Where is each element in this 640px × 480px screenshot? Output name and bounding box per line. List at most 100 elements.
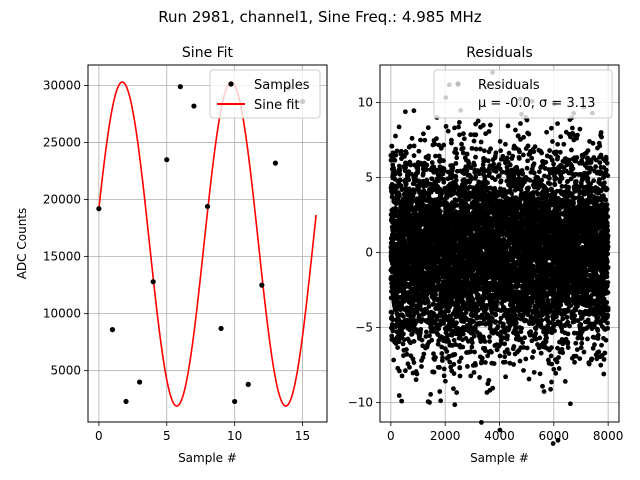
residual-point <box>396 393 402 398</box>
residual-point <box>400 331 406 337</box>
residual-point <box>520 171 526 177</box>
sine-fit-axes-frame <box>87 64 328 423</box>
residual-point <box>411 108 417 114</box>
residual-point <box>441 321 447 326</box>
residual-point <box>471 370 477 375</box>
sample-point <box>259 282 265 288</box>
residual-point <box>471 138 477 144</box>
residual-point <box>391 167 397 173</box>
residual-point <box>397 167 403 173</box>
residual-point <box>452 352 458 357</box>
sample-point <box>164 157 170 163</box>
residual-point <box>483 360 488 365</box>
residual-point <box>498 178 504 184</box>
residual-point <box>520 340 526 346</box>
residual-point <box>519 325 524 331</box>
residual-point <box>419 364 424 369</box>
residual-point <box>437 389 443 394</box>
residual-point <box>454 320 459 326</box>
residual-point <box>457 373 463 379</box>
residual-point <box>473 362 478 368</box>
residual-point <box>487 170 492 176</box>
residual-point <box>480 122 486 128</box>
residual-point <box>503 141 508 147</box>
residual-point <box>400 341 406 347</box>
residual-point <box>497 139 503 144</box>
residual-point <box>517 149 522 155</box>
residual-point <box>447 359 453 365</box>
residual-point <box>481 148 487 154</box>
residual-point <box>398 183 404 189</box>
residual-point <box>403 165 408 171</box>
residual-point <box>408 162 414 168</box>
residual-point <box>487 334 492 340</box>
residual-point <box>450 165 456 171</box>
residual-point <box>460 331 466 337</box>
residual-point <box>426 153 431 159</box>
residual-point <box>451 361 457 367</box>
residual-point <box>477 375 482 380</box>
residual-point <box>485 158 491 164</box>
residual-point <box>479 355 485 361</box>
residual-point <box>516 156 522 161</box>
residual-point <box>486 129 492 134</box>
residual-point <box>491 361 497 366</box>
sample-point <box>272 160 278 166</box>
residual-point <box>403 181 409 187</box>
residual-point <box>503 374 508 380</box>
residual-point <box>518 121 523 126</box>
residual-point <box>453 160 459 166</box>
residual-point <box>389 333 395 339</box>
residual-point <box>495 324 501 329</box>
residual-point <box>511 362 517 367</box>
sample-point <box>232 398 238 405</box>
residual-point <box>431 369 437 375</box>
residual-point <box>414 371 420 377</box>
residual-point <box>399 398 405 404</box>
residual-point <box>513 320 519 326</box>
residual-point <box>411 338 417 344</box>
residual-point <box>441 142 447 148</box>
residual-point <box>451 386 456 392</box>
residual-point <box>410 356 416 362</box>
residual-point <box>445 128 451 134</box>
residual-point <box>403 150 409 156</box>
residual-point <box>490 385 496 391</box>
residual-point <box>419 337 425 343</box>
residual-point <box>411 153 417 159</box>
sine-fit-curve-layer <box>98 81 317 407</box>
residual-point <box>493 312 499 318</box>
residual-point <box>443 123 449 129</box>
residuals-title: Residuals <box>466 45 532 61</box>
residual-point <box>433 355 438 360</box>
residual-point <box>421 351 427 357</box>
residual-point <box>421 131 426 137</box>
residual-point <box>493 319 499 325</box>
residual-point <box>468 176 474 182</box>
residual-point <box>401 314 406 319</box>
residual-point <box>461 131 466 137</box>
sine-fit-xlabel: Sample # <box>178 451 237 465</box>
residual-point <box>403 368 408 374</box>
residual-point <box>433 292 439 298</box>
residual-point <box>422 137 428 143</box>
residual-point <box>411 143 417 149</box>
residual-point <box>432 141 438 147</box>
sine-fit-ytick-label: 10000 <box>43 307 81 321</box>
residual-point <box>396 368 402 374</box>
sample-point <box>218 325 224 332</box>
residual-point <box>496 162 502 167</box>
residual-point <box>464 151 470 157</box>
sine-fit-panel: Sine Fit 0 5 10 155000100001500020000250003… <box>15 45 328 465</box>
sample-point <box>109 327 116 333</box>
sine-fit-ylabel: ADC Counts <box>15 208 29 280</box>
residual-point <box>485 180 490 186</box>
residual-point <box>411 181 417 187</box>
residual-point <box>502 359 508 365</box>
residual-point <box>428 392 434 397</box>
residual-point <box>441 366 447 372</box>
residual-point <box>406 186 412 192</box>
figure-title: Run 2981, channel1, Sine Freq.: 4.985 MH… <box>158 8 482 26</box>
